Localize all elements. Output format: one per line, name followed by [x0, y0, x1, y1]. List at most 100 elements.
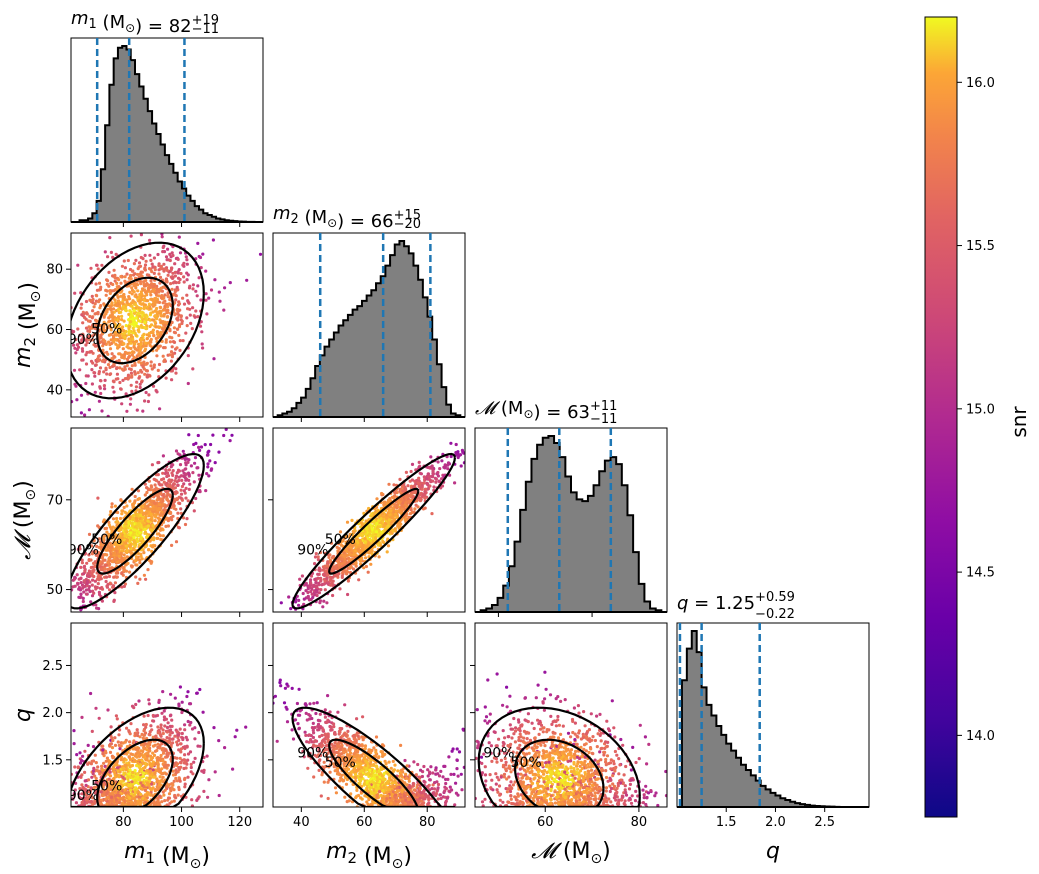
- scatter-point: [177, 313, 181, 317]
- scatter-point: [117, 554, 121, 558]
- scatter-point: [142, 573, 146, 577]
- scatter-point: [179, 488, 183, 492]
- scatter-point: [135, 313, 139, 317]
- scatter-point: [100, 798, 104, 802]
- scatter-point: [145, 361, 149, 365]
- scatter-point: [153, 743, 157, 747]
- scatter-point: [156, 332, 160, 336]
- scatter-point: [165, 279, 169, 283]
- scatter-point: [207, 474, 211, 478]
- scatter-point: [189, 464, 193, 468]
- scatter-point: [151, 751, 155, 755]
- scatter-point: [454, 451, 458, 455]
- scatter-point: [386, 498, 390, 502]
- scatter-point: [103, 339, 107, 343]
- scatter-point: [161, 471, 165, 475]
- scatter-point: [78, 341, 82, 345]
- scatter-point: [91, 338, 95, 342]
- scatter-point: [347, 535, 351, 539]
- scatter-point: [166, 721, 170, 725]
- contour-label: 50%: [91, 321, 122, 337]
- scatter-point: [110, 311, 114, 315]
- scatter-point: [99, 304, 103, 308]
- scatter-point: [354, 564, 358, 568]
- scatter-point: [104, 579, 108, 584]
- scatter-point: [82, 579, 86, 583]
- scatter-point: [375, 497, 379, 501]
- scatter-point: [400, 485, 405, 489]
- scatter-point: [103, 558, 107, 562]
- scatter-point: [157, 272, 161, 276]
- scatter-point: [336, 572, 340, 576]
- scatter-point: [188, 723, 192, 727]
- scatter-point: [185, 271, 189, 275]
- scatter-point: [130, 286, 134, 290]
- scatter-point: [149, 340, 153, 344]
- scatter-point: [170, 786, 174, 791]
- scatter-point: [184, 467, 188, 471]
- scatter-point: [85, 312, 89, 316]
- scatter-point: [120, 509, 124, 513]
- scatter-point: [122, 505, 126, 510]
- scatter-point: [436, 470, 440, 475]
- scatter-point: [79, 592, 83, 596]
- scatter-point: [152, 753, 157, 758]
- y-tick-label: 50: [46, 583, 63, 598]
- scatter-point: [149, 512, 153, 517]
- scatter-point: [149, 782, 154, 786]
- scatter-point: [107, 557, 111, 561]
- scatter-point: [71, 797, 75, 801]
- scatter-point: [90, 552, 94, 556]
- scatter-point: [85, 584, 89, 588]
- scatter-point: [187, 472, 191, 477]
- scatter-point: [104, 288, 108, 292]
- scatter-point: [108, 236, 112, 240]
- scatter-point: [338, 587, 342, 591]
- scatter-point: [164, 376, 168, 380]
- scatter-point: [97, 370, 101, 374]
- scatter-point: [81, 599, 85, 604]
- scatter-point: [181, 339, 185, 343]
- scatter-point: [107, 270, 111, 274]
- scatter-point: [150, 485, 154, 489]
- scatter-point: [121, 347, 125, 351]
- scatter-point: [178, 453, 182, 457]
- scatter-point: [189, 321, 193, 325]
- scatter-point: [139, 270, 143, 274]
- scatter-point: [157, 801, 161, 805]
- scatter-point: [99, 391, 103, 396]
- scatter-point: [222, 433, 226, 438]
- scatter-point: [161, 751, 166, 755]
- scatter-point: [149, 330, 153, 334]
- scatter-point: [162, 308, 166, 312]
- scatter-point: [428, 478, 432, 482]
- scatter-point: [80, 561, 84, 565]
- scatter-point: [85, 581, 89, 586]
- scatter-point: [185, 324, 189, 328]
- scatter-point: [90, 294, 94, 298]
- scatter-point: [162, 709, 166, 713]
- scatter-point: [179, 271, 183, 276]
- scatter-point: [124, 329, 128, 334]
- scatter-point: [128, 499, 132, 503]
- scatter-point: [92, 574, 96, 579]
- scatter-point: [136, 371, 140, 375]
- scatter-point: [404, 470, 408, 474]
- scatter-point: [446, 463, 450, 467]
- scatter-point: [87, 553, 91, 557]
- scatter-point: [160, 295, 164, 299]
- scatter-point: [414, 503, 418, 507]
- scatter-point: [133, 525, 137, 529]
- scatter-point: [156, 742, 160, 746]
- scatter-point: [96, 524, 100, 528]
- scatter-point: [201, 252, 205, 256]
- hist-title-m1: m1 (M⊙) = 82+19: [71, 8, 219, 37]
- scatter-point: [158, 318, 162, 322]
- scatter-point: [137, 376, 141, 380]
- scatter-point: [87, 325, 91, 329]
- scatter-point: [126, 750, 130, 754]
- scatter-point: [138, 279, 142, 283]
- scatter-point: [162, 346, 166, 350]
- scatter-point: [110, 289, 114, 293]
- scatter-point: [410, 478, 414, 482]
